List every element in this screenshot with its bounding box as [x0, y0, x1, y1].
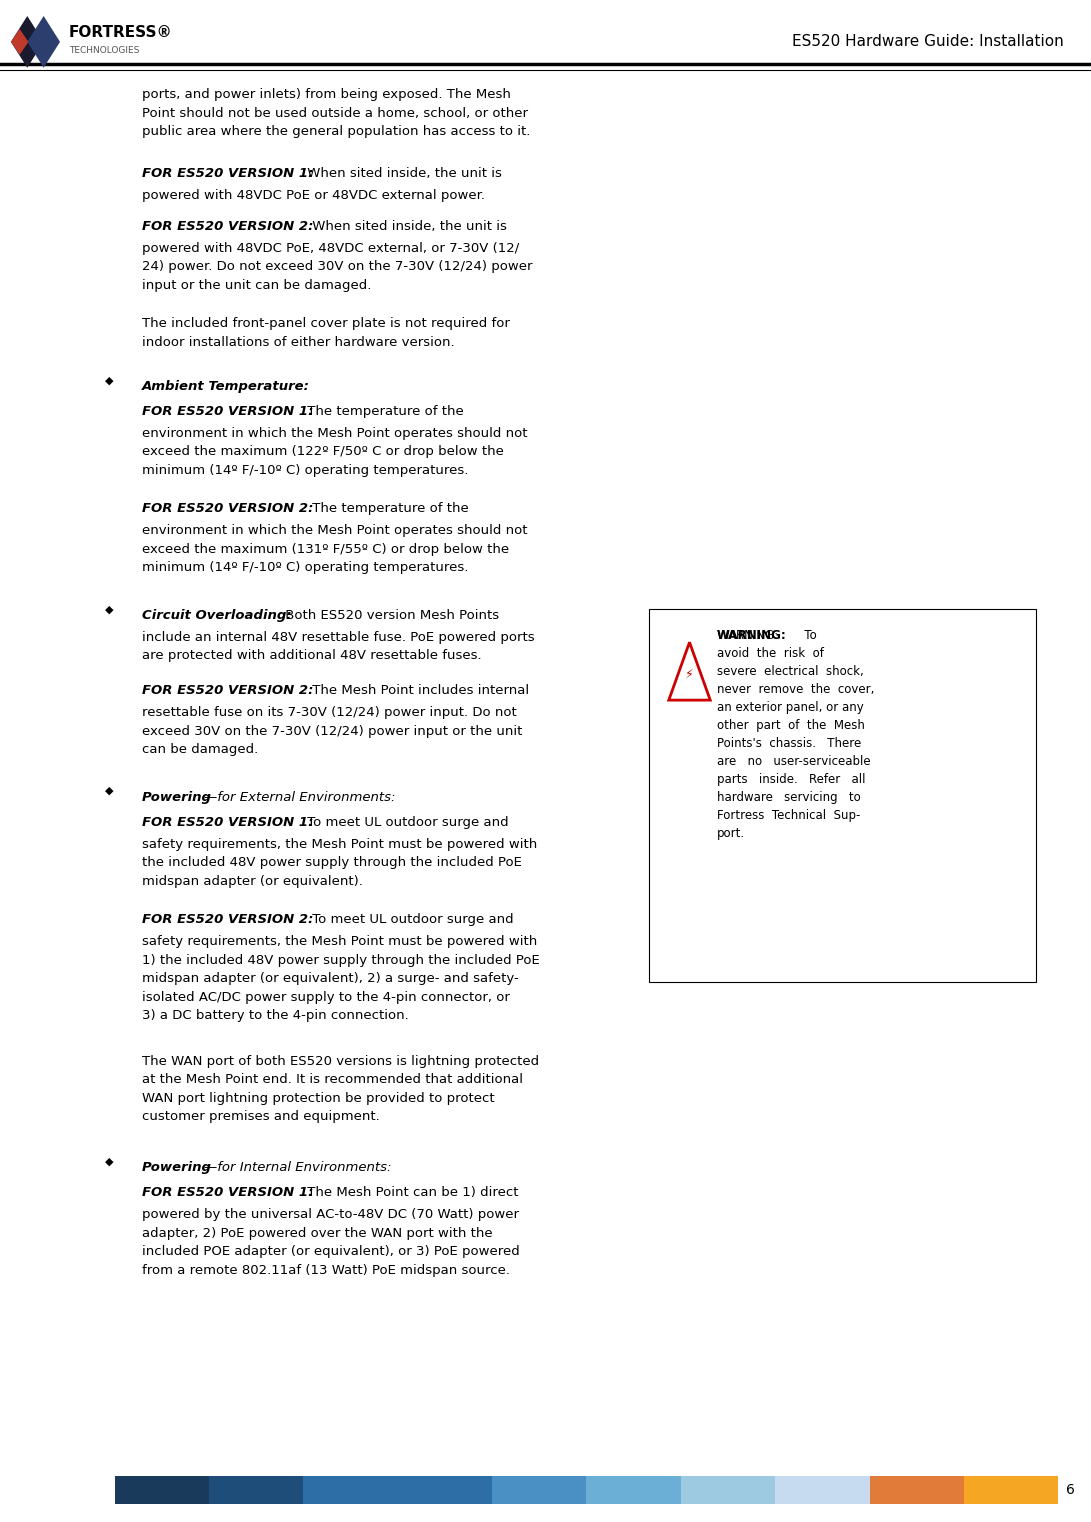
Text: FOR ES520 VERSION 2:: FOR ES520 VERSION 2: [142, 913, 313, 927]
Text: ⚡: ⚡ [685, 668, 694, 680]
Text: powered with 48VDC PoE, 48VDC external, or 7-30V (12/
24) power. Do not exceed 3: powered with 48VDC PoE, 48VDC external, … [142, 242, 532, 292]
FancyBboxPatch shape [587, 1476, 681, 1504]
Text: FORTRESS®: FORTRESS® [69, 26, 172, 40]
Text: environment in which the Mesh Point operates should not
exceed the maximum (131º: environment in which the Mesh Point oper… [142, 524, 527, 574]
Text: ◆: ◆ [105, 1157, 113, 1167]
FancyBboxPatch shape [303, 1476, 397, 1504]
Text: The temperature of the: The temperature of the [303, 405, 464, 419]
Text: FOR ES520 VERSION 1:: FOR ES520 VERSION 1: [142, 405, 313, 419]
Text: ◆: ◆ [105, 374, 113, 385]
FancyBboxPatch shape [115, 1476, 209, 1504]
FancyBboxPatch shape [209, 1476, 303, 1504]
Text: powered with 48VDC PoE or 48VDC external power.: powered with 48VDC PoE or 48VDC external… [142, 189, 484, 202]
FancyBboxPatch shape [964, 1476, 1058, 1504]
Text: safety requirements, the Mesh Point must be powered with
1) the included 48V pow: safety requirements, the Mesh Point must… [142, 935, 540, 1023]
Text: ◆: ◆ [105, 604, 113, 615]
Text: FOR ES520 VERSION 1:: FOR ES520 VERSION 1: [142, 816, 313, 829]
Text: To meet UL outdoor surge and: To meet UL outdoor surge and [308, 913, 513, 927]
Text: —for External Environments:: —for External Environments: [204, 790, 396, 804]
Text: The Mesh Point includes internal: The Mesh Point includes internal [308, 683, 529, 697]
Polygon shape [11, 29, 28, 55]
Text: Powering: Powering [142, 1161, 212, 1175]
Text: FOR ES520 VERSION 2:: FOR ES520 VERSION 2: [142, 219, 313, 233]
Text: ports, and power inlets) from being exposed. The Mesh
Point should not be used o: ports, and power inlets) from being expo… [142, 88, 530, 139]
Text: WARNING:: WARNING: [717, 629, 787, 642]
Text: To meet UL outdoor surge and: To meet UL outdoor surge and [303, 816, 508, 829]
FancyBboxPatch shape [681, 1476, 775, 1504]
FancyBboxPatch shape [492, 1476, 587, 1504]
Text: —for Internal Environments:: —for Internal Environments: [204, 1161, 392, 1175]
Polygon shape [27, 15, 60, 67]
Text: The included front-panel cover plate is not required for
indoor installations of: The included front-panel cover plate is … [142, 317, 509, 349]
Text: powered by the universal AC-to-48V DC (70 Watt) power
adapter, 2) PoE powered ov: powered by the universal AC-to-48V DC (7… [142, 1208, 519, 1277]
Text: The WAN port of both ES520 versions is lightning protected
at the Mesh Point end: The WAN port of both ES520 versions is l… [142, 1055, 539, 1123]
Text: environment in which the Mesh Point operates should not
exceed the maximum (122º: environment in which the Mesh Point oper… [142, 426, 527, 476]
Text: include an internal 48V resettable fuse. PoE powered ports
are protected with ad: include an internal 48V resettable fuse.… [142, 630, 535, 662]
Text: Ambient Temperature:: Ambient Temperature: [142, 379, 310, 393]
Text: Circuit Overloading:: Circuit Overloading: [142, 609, 291, 622]
Text: The temperature of the: The temperature of the [308, 502, 468, 516]
Text: FOR ES520 VERSION 1:: FOR ES520 VERSION 1: [142, 167, 313, 180]
Text: WARNING:       To
avoid  the  risk  of
severe  electrical  shock,
never  remove : WARNING: To avoid the risk of severe ele… [717, 629, 874, 840]
Text: ES520 Hardware Guide: Installation: ES520 Hardware Guide: Installation [792, 35, 1064, 49]
Text: FOR ES520 VERSION 1:: FOR ES520 VERSION 1: [142, 1186, 313, 1199]
Text: FOR ES520 VERSION 2:: FOR ES520 VERSION 2: [142, 502, 313, 516]
Text: safety requirements, the Mesh Point must be powered with
the included 48V power : safety requirements, the Mesh Point must… [142, 837, 537, 887]
Polygon shape [11, 15, 44, 67]
Text: When sited inside, the unit is: When sited inside, the unit is [303, 167, 502, 180]
Text: 6: 6 [1066, 1482, 1075, 1498]
Text: resettable fuse on its 7-30V (12/24) power input. Do not
exceed 30V on the 7-30V: resettable fuse on its 7-30V (12/24) pow… [142, 706, 523, 756]
Text: Powering: Powering [142, 790, 212, 804]
FancyBboxPatch shape [775, 1476, 870, 1504]
Text: FOR ES520 VERSION 2:: FOR ES520 VERSION 2: [142, 683, 313, 697]
Text: TECHNOLOGIES: TECHNOLOGIES [69, 47, 140, 55]
FancyBboxPatch shape [870, 1476, 964, 1504]
Text: The Mesh Point can be 1) direct: The Mesh Point can be 1) direct [303, 1186, 519, 1199]
FancyBboxPatch shape [397, 1476, 492, 1504]
Text: When sited inside, the unit is: When sited inside, the unit is [308, 219, 506, 233]
Text: ◆: ◆ [105, 785, 113, 796]
Text: Both ES520 version Mesh Points: Both ES520 version Mesh Points [281, 609, 500, 622]
FancyBboxPatch shape [649, 609, 1036, 982]
